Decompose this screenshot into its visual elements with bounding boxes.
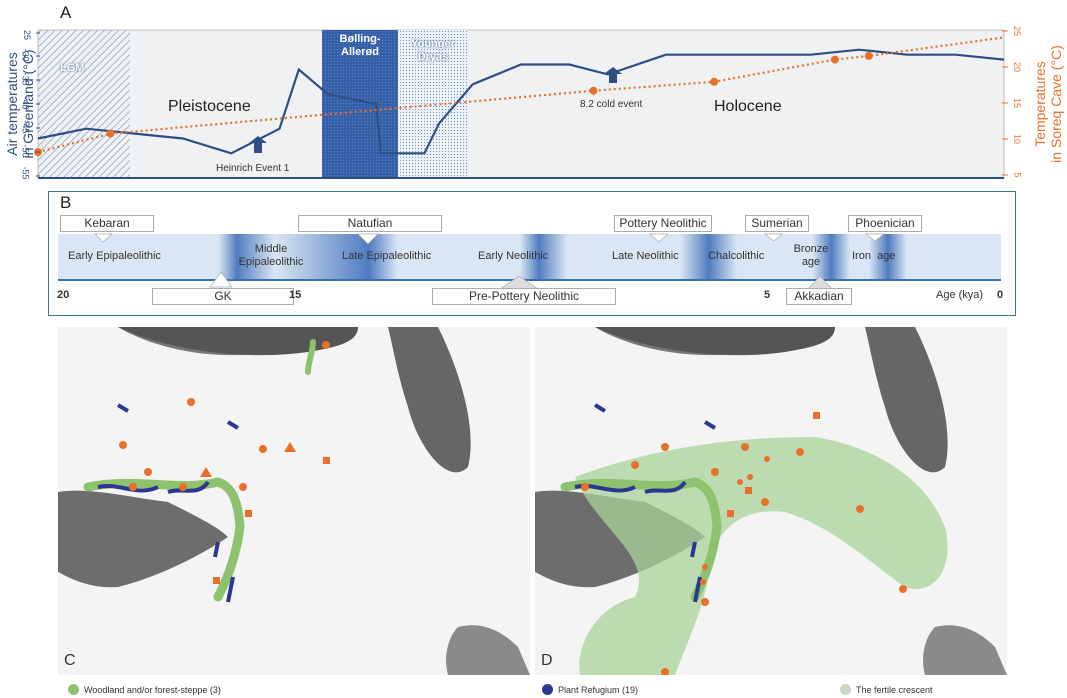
legend-fertile-label: The fertile crescent: [856, 685, 933, 695]
fertile-swatch-icon: [840, 684, 851, 695]
legend-fertile: The fertile crescent: [840, 684, 933, 695]
holocene-label: Holocene: [714, 98, 782, 116]
soreq-point: [589, 87, 597, 95]
pleistocene-label: Pleistocene: [168, 98, 251, 116]
lgm-label: LGM: [60, 62, 84, 74]
younger-dryas-label: Younger Dryas: [400, 38, 466, 64]
bronze-line-1: Bronze: [786, 243, 836, 256]
bolling-label: Bølling- Allerød: [330, 33, 390, 59]
panel-a-chart: [0, 0, 1067, 190]
right-axis-label-2: in Soreq Cave (°C): [1048, 24, 1064, 184]
tick-0: 0: [997, 289, 1003, 301]
bronze-line-2: age: [786, 256, 836, 269]
woodland-swatch-icon: [68, 684, 79, 695]
map-c-letter: C: [64, 652, 76, 669]
right-axis-title: Temperatures in Soreq Cave (°C): [1032, 24, 1064, 184]
late-neolithic-label: Late Neolithic: [612, 250, 679, 262]
right-tick: 10: [1012, 134, 1022, 144]
bronze-age-label: Bronze age: [786, 243, 836, 269]
soreq-point: [865, 52, 873, 60]
tick-15: 15: [289, 289, 301, 301]
cold-event-label: 8.2 cold event: [580, 99, 642, 110]
gk-box: GK: [152, 288, 294, 305]
early-neolithic-label: Early Neolithic: [478, 250, 548, 262]
left-axis-label-1: Air temperatures: [4, 24, 20, 184]
kebaran-box: Kebaran: [60, 215, 154, 232]
akkadian-box: Akkadian: [786, 288, 852, 305]
younger-label-1: Younger: [400, 38, 466, 51]
legend-refugium-label: Plant Refugium (19): [558, 685, 638, 695]
heinrich-label: Heinrich Event 1: [216, 163, 289, 174]
refugium-swatch-icon: [542, 684, 553, 695]
late-epipaleolithic-label: Late Epipaleolithic: [342, 250, 431, 262]
middle-epipaleolithic-label: Middle Epipaleolithic: [226, 243, 316, 269]
right-tick: 20: [1012, 62, 1022, 72]
map-c: C: [58, 327, 530, 675]
legend-woodland-label: Woodland and/or forest-steppe (3): [84, 685, 221, 695]
right-tick: 5: [1013, 172, 1023, 177]
soreq-point: [710, 78, 718, 86]
tick-20: 20: [57, 289, 69, 301]
natufian-box: Natufian: [298, 215, 442, 232]
phoenician-box: Phoenician: [848, 215, 922, 232]
legend-woodland: Woodland and/or forest-steppe (3): [68, 684, 221, 695]
sumerian-box: Sumerian: [745, 215, 809, 232]
soreq-point: [107, 130, 115, 138]
pottery-neolithic-box: Pottery Neolithic: [614, 215, 712, 232]
early-epipaleolithic-label: Early Epipaleolithic: [68, 250, 161, 262]
bolling-label-1: Bølling-: [330, 33, 390, 46]
pre-pottery-neolithic-box: Pre-Pottery Neolithic: [432, 288, 616, 305]
soreq-point: [831, 56, 839, 64]
middle-epi-line-2: Epipaleolithic: [226, 256, 316, 269]
legend-refugium: Plant Refugium (19): [542, 684, 638, 695]
map-d: D: [535, 327, 1007, 675]
axis-label: Age (kya): [936, 289, 983, 301]
tick-5: 5: [764, 289, 770, 301]
middle-epi-line-1: Middle: [226, 243, 316, 256]
left-axis-label-2: in Greenland (°C): [20, 24, 36, 184]
right-axis-label-1: Temperatures: [1032, 24, 1048, 184]
lgm-region: [38, 30, 130, 178]
right-tick: 15: [1012, 98, 1022, 108]
younger-label-2: Dryas: [400, 51, 466, 64]
right-axis-ticks: 25 20 15 10 5: [1012, 26, 1026, 186]
bolling-label-2: Allerød: [330, 46, 390, 59]
chalcolithic-label: Chalcolithic: [708, 250, 764, 262]
iron-age-label: Iron age: [852, 250, 895, 262]
map-d-letter: D: [541, 652, 553, 669]
right-tick: 25: [1012, 26, 1022, 36]
left-axis-title: Air temperatures in Greenland (°C): [4, 24, 36, 184]
